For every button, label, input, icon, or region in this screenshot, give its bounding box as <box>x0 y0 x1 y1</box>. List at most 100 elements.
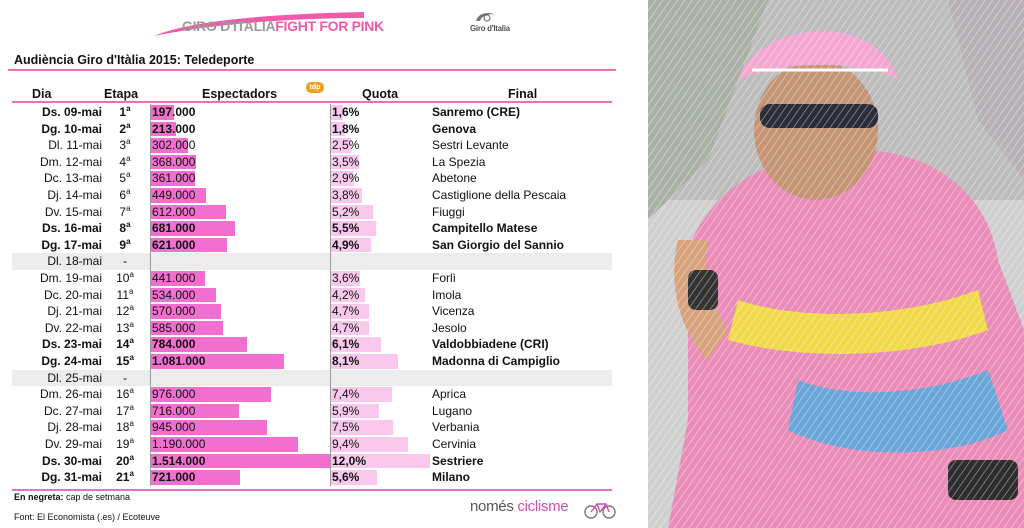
audience-bar <box>150 453 338 469</box>
stage-cell: 19a <box>112 436 138 453</box>
tdp-badge-icon: tdp <box>306 82 324 93</box>
weekend-note: En negreta: cap de setmana <box>14 492 130 502</box>
stage-cell: 9a <box>112 237 138 254</box>
stage-number: 20 <box>116 453 130 468</box>
stage-cell: 17a <box>112 403 138 420</box>
audience-bar <box>150 138 188 153</box>
stage-number: 21 <box>116 470 130 485</box>
final-cell: Lugano <box>432 403 473 418</box>
audience-axis <box>150 402 151 420</box>
table-row: Dc. 20-mai 11a 534.000 4,2% Imola <box>12 286 612 304</box>
final-cell: Imola <box>432 287 462 302</box>
logo-text: GIRO D'ITALIAFIGHT FOR PINK <box>182 18 384 34</box>
stage-cell: 13a <box>112 320 138 337</box>
quota-value: 6,1% <box>332 337 360 352</box>
quota-bar <box>330 121 345 137</box>
quota-bar <box>330 420 393 435</box>
day-cell: Dl. 18-mai <box>47 254 102 269</box>
audience-bar <box>150 171 195 186</box>
day-cell: Dj. 28-mai <box>47 420 102 435</box>
quota-axis <box>330 336 331 353</box>
cyclist-photo <box>648 0 1024 528</box>
quota-axis <box>330 220 331 237</box>
audience-axis <box>150 436 151 453</box>
final-cell: Sanremo (CRE) <box>432 105 521 119</box>
day-cell: Ds. 09-mai <box>41 105 102 119</box>
quota-bar <box>330 271 360 286</box>
weekend-note-label: En negreta: <box>14 492 64 502</box>
final-cell: Castiglione della Pescaia <box>432 188 567 202</box>
stage-number: 13 <box>116 320 130 335</box>
rest-day-row: Dl. 25-mai - <box>12 369 612 387</box>
table-row: Dc. 27-mai 17a 716.000 5,9% Lugano <box>12 402 612 420</box>
quota-value: 12,0% <box>332 453 367 468</box>
rest-day-row: Dl. 18-mai - <box>12 253 612 270</box>
final-cell: Madonna di Campiglio <box>432 354 560 368</box>
final-cell: Cervinia <box>432 437 477 451</box>
day-cell: Dl. 25-mai <box>47 370 102 385</box>
col-header-day: Dia <box>32 87 52 101</box>
quota-bar <box>330 320 370 336</box>
final-cell: Fiuggi <box>432 204 465 219</box>
stage-cell: 21a <box>112 469 138 486</box>
bicycle-icon <box>584 503 616 519</box>
audience-value: 302.000 <box>152 138 196 153</box>
stage-cell: - <box>112 370 138 387</box>
table-row: Ds. 23-mai 14a 784.000 6,1% Valdobbiadene (C… <box>12 336 612 353</box>
day-cell: Dc. 20-mai <box>43 287 102 302</box>
stage-number: 18 <box>116 420 130 435</box>
audience-bar <box>150 105 175 120</box>
giro-fight-for-pink-logo: GIRO D'ITALIAFIGHT FOR PINK <box>152 10 384 40</box>
audience-axis <box>150 286 151 304</box>
quota-bar <box>330 105 344 120</box>
table-row: Ds. 09-mai 1a 197.000 1,6% Sanremo (CRE) <box>12 104 612 121</box>
audience-value: 361.000 <box>152 171 196 186</box>
ordinal-suffix: a <box>129 452 134 462</box>
quota-value: 4,2% <box>332 287 360 302</box>
ordinal-suffix: a <box>129 319 134 329</box>
stage-cell: 5a <box>112 170 138 187</box>
audience-bar <box>150 337 248 352</box>
table-row: Dv. 15-mai 7a 612.000 5,2% Fiuggi <box>12 203 612 221</box>
day-cell: Dg. 17-mai <box>41 237 102 252</box>
quota-value: 3,8% <box>332 188 360 202</box>
final-cell: San Giorgio del Sannio <box>432 237 565 252</box>
quota-bar <box>330 287 365 303</box>
audience-bar <box>150 354 285 369</box>
audience-axis <box>150 170 151 187</box>
quota-axis <box>330 270 331 287</box>
day-cell: Ds. 16-mai <box>41 221 102 236</box>
quota-axis <box>330 452 331 470</box>
audience-bar <box>150 271 205 286</box>
quota-axis <box>330 203 331 221</box>
final-cell: Sestri Levante <box>432 138 509 153</box>
table-row: Dj. 14-mai 6a 449.000 3,8% Castiglione della… <box>12 187 612 204</box>
quota-axis <box>330 170 331 187</box>
day-cell: Ds. 23-mai <box>41 337 102 352</box>
stage-cell: - <box>112 253 138 270</box>
final-cell: Forlì <box>432 271 456 285</box>
audience-value: 945.000 <box>152 420 196 435</box>
audience-bar <box>150 437 298 452</box>
table-row: Dv. 22-mai 13a 585.000 4,7% Jesolo <box>12 319 612 337</box>
ordinal-suffix: a <box>129 353 134 362</box>
audience-axis <box>150 270 151 287</box>
stage-number: 2 <box>119 121 127 136</box>
table-row: Dg. 31-mai 21a 721.000 5,6% Milano <box>12 469 612 486</box>
stage-cell: 3a <box>112 137 138 154</box>
quota-bar <box>330 154 360 170</box>
audience-axis <box>150 236 151 254</box>
audience-bar <box>150 403 239 419</box>
quota-axis <box>330 369 331 387</box>
stage-number: - <box>123 370 127 385</box>
day-cell: Dl. 11-mai <box>48 138 102 153</box>
brand-text-b: ciclisme <box>517 498 569 515</box>
stage-number: 15 <box>116 354 130 368</box>
stage-cell: 11a <box>112 287 138 304</box>
audience-axis <box>150 452 151 470</box>
quota-bar <box>330 304 370 319</box>
day-cell: Dv. 22-mai <box>44 320 102 335</box>
audience-value: 213.000 <box>152 121 196 136</box>
final-cell: Valdobbiadene (CRI) <box>432 337 549 352</box>
table-row: Dj. 21-mai 12a 570.000 4,7% Vicenza <box>12 303 612 320</box>
